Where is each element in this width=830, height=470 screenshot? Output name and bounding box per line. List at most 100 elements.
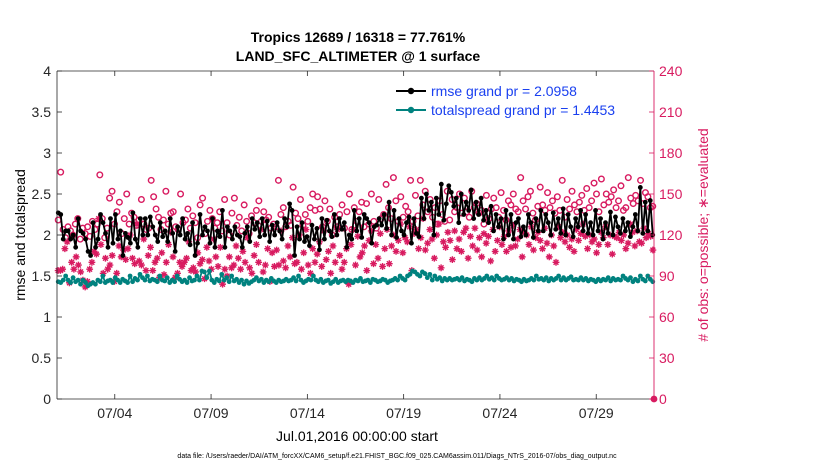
- obs-evaluated-point: [140, 235, 148, 243]
- obs-possible-point: [243, 217, 251, 225]
- rmse-point: [605, 230, 611, 236]
- totalspread-point: [645, 273, 651, 279]
- obs-possible-point: [610, 186, 618, 194]
- rmse-point: [100, 220, 106, 226]
- totalspread-point: [437, 275, 443, 281]
- obs-evaluated-point: [507, 243, 515, 251]
- obs-evaluated-point: [473, 246, 481, 254]
- obs-evaluated-point: [590, 235, 598, 243]
- rmse-point: [65, 228, 71, 234]
- obs-evaluated-point: [259, 268, 267, 276]
- totalspread-point: [201, 269, 207, 275]
- obs-evaluated-point: [577, 230, 585, 238]
- obs-evaluated-point: [415, 245, 422, 253]
- x-tick-label: 07/04: [97, 405, 132, 421]
- obs-possible-point: [355, 208, 363, 216]
- rmse-point: [242, 230, 248, 236]
- obs-evaluated-point: [485, 232, 492, 240]
- obs-possible-point: [240, 201, 248, 209]
- y-tick-label: 1: [43, 309, 51, 325]
- rmse-point: [563, 232, 569, 238]
- rmse-point: [264, 218, 270, 224]
- rmse-point: [386, 199, 392, 205]
- rmse-point: [404, 220, 409, 226]
- totalspread-point: [154, 279, 160, 285]
- obs-possible-point: [612, 204, 620, 212]
- obs-evaluated-point: [307, 269, 314, 277]
- rmse-point: [227, 228, 233, 234]
- obs-evaluated-point: [392, 248, 400, 255]
- rmse-point: [530, 235, 536, 240]
- rmse-point: [627, 234, 633, 240]
- obs-possible-point: [615, 197, 623, 205]
- obs-possible-point: [260, 208, 268, 216]
- rmse-point: [441, 217, 447, 223]
- obs-evaluated-point: [466, 232, 474, 240]
- rmse-point: [85, 249, 91, 254]
- rmse-point: [259, 216, 265, 222]
- obs-evaluated-point: [201, 275, 208, 283]
- rmse-point: [257, 234, 263, 240]
- obs-evaluated-point: [61, 245, 69, 253]
- rmse-point: [558, 230, 564, 236]
- left-y-ticks: 0 0.5 1 1.5 2 2.5 3 3.5 4: [32, 63, 62, 407]
- obs-evaluated-point: [509, 222, 517, 229]
- rmse-point: [555, 216, 561, 222]
- totalspread-point: [333, 276, 339, 282]
- obs-evaluated-point: [498, 241, 506, 248]
- obs-evaluated-point: [518, 253, 526, 261]
- obs-evaluated-point: [255, 258, 263, 266]
- obs-possible-point: [120, 215, 128, 223]
- obs-possible-point: [402, 202, 410, 210]
- totalspread-point: [618, 277, 623, 283]
- rmse-point: [190, 220, 195, 226]
- rmse-point: [553, 226, 559, 232]
- right-y-tick-label: 60: [659, 309, 675, 325]
- obs-evaluated-point: [572, 226, 580, 233]
- obs-evaluated-point: [394, 237, 402, 244]
- obs-evaluated-point: [59, 265, 67, 273]
- rmse-point: [463, 199, 469, 205]
- rmse-point: [585, 230, 591, 236]
- rmse-point: [523, 232, 529, 238]
- obs-evaluated-point: [293, 258, 301, 266]
- obs-evaluated-point: [365, 237, 373, 244]
- rmse-point: [297, 236, 302, 242]
- obs-evaluated-point: [243, 234, 251, 242]
- rmse-point: [421, 216, 427, 222]
- totalspread-point: [100, 273, 106, 279]
- totalspread-point: [325, 277, 331, 283]
- rmse-point: [185, 230, 190, 236]
- rmse-point: [237, 234, 243, 240]
- rmse-point: [329, 234, 335, 240]
- rmse-point: [142, 216, 148, 222]
- obs-evaluated-point: [539, 245, 546, 253]
- obs-possible-point: [189, 212, 197, 220]
- totalspread-point: [469, 279, 475, 285]
- y-tick-label: 0.5: [32, 350, 52, 366]
- obs-evaluated-point: [124, 245, 132, 253]
- obs-evaluated-point: [448, 256, 456, 263]
- obs-possible-point: [137, 195, 145, 203]
- obs-evaluated-point: [234, 254, 242, 262]
- obs-evaluated-point: [476, 234, 483, 242]
- obs-possible-point: [607, 193, 615, 201]
- obs-possible-point: [314, 193, 322, 201]
- rmse-point: [339, 226, 345, 232]
- rmse-point: [215, 228, 220, 234]
- obs-evaluated-point: [426, 226, 434, 233]
- y-tick-label: 3: [43, 145, 51, 161]
- obs-evaluated-point: [225, 253, 233, 261]
- rmse-point: [513, 220, 519, 226]
- y-tick-label: 2.5: [32, 186, 52, 202]
- obs-possible-point: [274, 176, 282, 184]
- rmse-point: [575, 224, 581, 230]
- obs-possible-point: [411, 191, 419, 199]
- rmse-point: [521, 224, 526, 230]
- rmse-point: [453, 195, 459, 201]
- rmse-point: [374, 222, 380, 228]
- obs-evaluated-point: [370, 260, 377, 268]
- rmse-point: [461, 212, 467, 217]
- x-tick-label: 07/14: [290, 405, 325, 421]
- rmse-point: [478, 195, 484, 201]
